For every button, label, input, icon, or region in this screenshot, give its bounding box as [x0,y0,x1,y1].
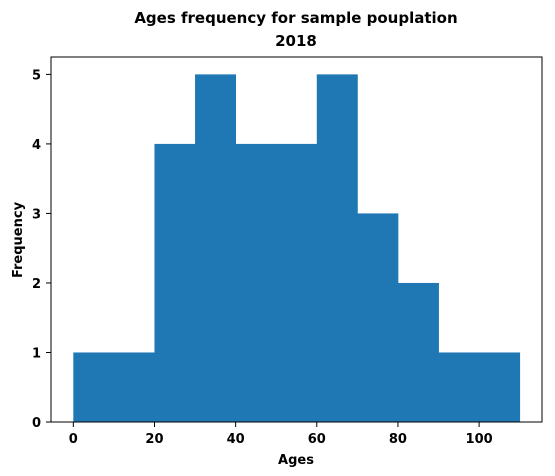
chart-title-line-2: 2018 [275,32,317,50]
histogram-bar-4 [235,143,277,422]
chart-title-line-1: Ages frequency for sample pouplation [134,9,457,27]
y-tick-label: 1 [32,346,41,361]
y-tick-label: 3 [32,207,41,222]
plot-frame [50,56,543,423]
y-tick-label: 0 [32,416,41,431]
x-tick-label: 0 [69,432,78,447]
histogram-bar-10 [479,352,521,422]
y-tick-label: 5 [32,68,41,83]
histogram-bar-8 [397,282,439,422]
y-axis-label: Frequency [11,201,26,278]
x-tick-label: 60 [308,432,326,447]
y-tick-label: 2 [32,277,41,292]
histogram-bar-3 [195,74,237,422]
x-tick-label: 100 [466,432,493,447]
bars-group [73,74,521,422]
x-axis-label: Ages [278,453,314,468]
histogram-bar-1 [113,352,155,422]
y-ticks-group: 0 1 2 3 4 5 [32,68,51,431]
histogram-bar-6 [316,74,358,422]
x-tick-label: 80 [389,432,407,447]
x-tick-label: 20 [145,432,163,447]
histogram-bar-0 [73,352,115,422]
x-tick-label: 40 [227,432,245,447]
histogram-bar-5 [276,143,318,422]
histogram-bar-9 [438,352,480,422]
histogram-bar-7 [357,213,399,422]
histogram-bar-2 [154,143,196,422]
x-ticks-group: 0 20 40 60 80 100 [69,422,493,447]
y-tick-label: 4 [32,138,41,153]
